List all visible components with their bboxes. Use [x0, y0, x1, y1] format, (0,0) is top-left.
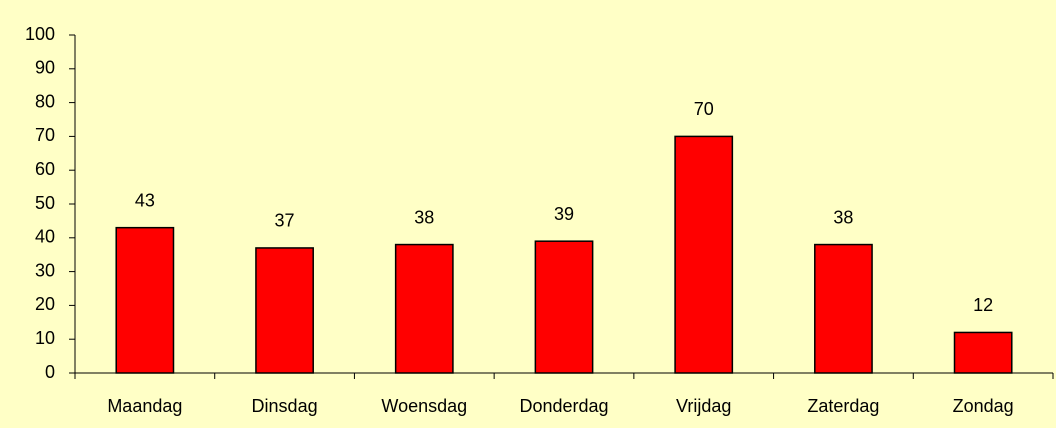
y-tick-label: 40 — [35, 227, 55, 247]
y-tick-label: 50 — [35, 193, 55, 213]
x-tick-label: Zondag — [953, 396, 1014, 416]
y-tick-label: 70 — [35, 125, 55, 145]
y-tick-label: 20 — [35, 294, 55, 314]
y-tick-label: 80 — [35, 91, 55, 111]
bar — [534, 240, 594, 374]
data-label: 38 — [414, 207, 434, 227]
bar — [255, 247, 314, 374]
x-tick-label: Vrijdag — [676, 396, 731, 416]
data-label: 43 — [135, 190, 155, 210]
x-tick-label: Maandag — [107, 396, 182, 416]
bar — [953, 331, 1013, 374]
data-label: 39 — [554, 204, 574, 224]
x-tick-label: Donderdag — [519, 396, 608, 416]
x-tick-label: Dinsdag — [252, 396, 318, 416]
bar — [674, 135, 734, 374]
y-tick-label: 60 — [35, 159, 55, 179]
bar — [814, 243, 873, 374]
data-label: 37 — [275, 211, 295, 231]
data-label: 38 — [833, 207, 853, 227]
data-label: 70 — [694, 99, 714, 119]
y-tick-label: 30 — [35, 260, 55, 280]
x-tick-label: Zaterdag — [807, 396, 879, 416]
bar — [115, 226, 175, 374]
y-tick-label: 100 — [25, 24, 55, 44]
data-label: 12 — [973, 295, 993, 315]
y-tick-label: 0 — [45, 362, 55, 382]
bar — [394, 243, 454, 374]
x-tick-label: Woensdag — [381, 396, 467, 416]
y-tick-label: 90 — [35, 58, 55, 78]
y-tick-label: 10 — [35, 328, 55, 348]
